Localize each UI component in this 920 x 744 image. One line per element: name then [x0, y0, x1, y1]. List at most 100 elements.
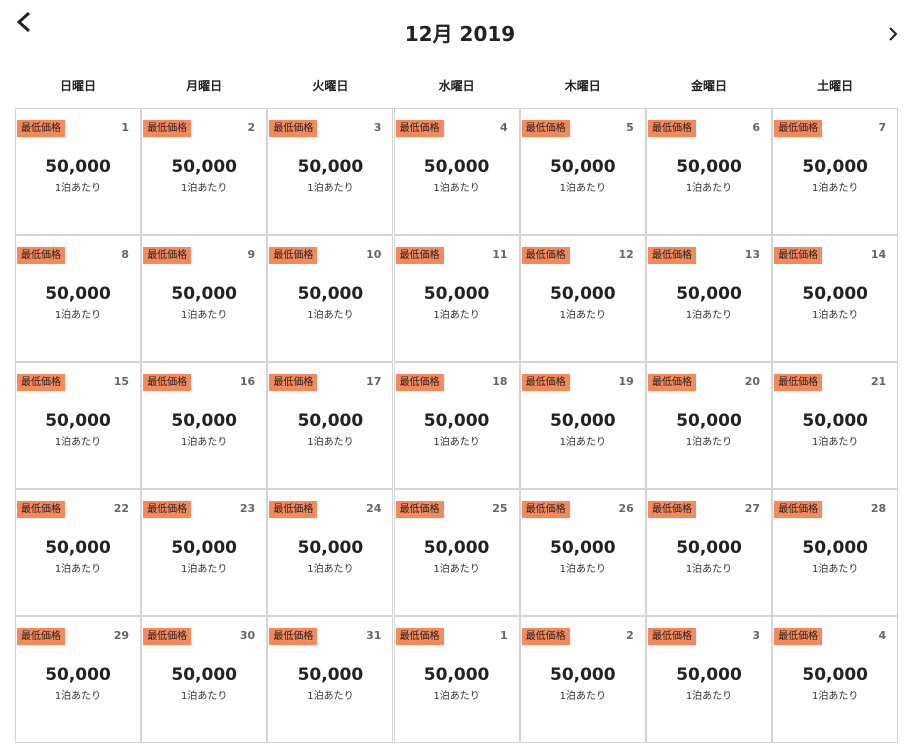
price: 50,000 [171, 411, 237, 431]
lowest-price-badge: 最低価格 [269, 628, 318, 645]
day-number: 12 [618, 248, 634, 261]
price-unit: 1泊あたり [433, 183, 480, 194]
weekday-label: 日曜日 [59, 79, 96, 93]
day-cell[interactable]: 最低価格 7 50,000 1泊あたり [772, 108, 899, 235]
lowest-price-badge: 最低価格 [521, 374, 570, 391]
price-unit: 1泊あたり [559, 183, 606, 194]
price-unit: 1泊あたり [559, 691, 606, 702]
day-cell[interactable]: 最低価格 22 50,000 1泊あたり [15, 489, 141, 616]
price-unit: 1泊あたり [812, 183, 859, 194]
day-cell[interactable]: 最低価格 31 50,000 1泊あたり [267, 616, 394, 743]
day-cell[interactable]: 最低価格 3 50,000 1泊あたり [267, 108, 394, 235]
weekday-label: 木曜日 [564, 79, 601, 93]
day-number: 7 [878, 121, 887, 134]
day-cell[interactable]: 最低価格 5 50,000 1泊あたり [519, 108, 646, 235]
weekday-label: 土曜日 [817, 79, 854, 93]
price-unit: 1泊あたり [812, 310, 859, 321]
day-number: 29 [113, 629, 129, 642]
day-cell[interactable]: 最低価格 12 50,000 1泊あたり [519, 235, 646, 362]
price: 50,000 [297, 157, 364, 177]
day-cell[interactable]: 最低価格 14 50,000 1泊あたり [772, 235, 899, 362]
weekday-label: 水曜日 [438, 79, 475, 93]
day-number: 1 [121, 121, 129, 134]
day-cell[interactable]: 最低価格 26 50,000 1泊あたり [519, 489, 646, 616]
lowest-price-badge: 最低価格 [143, 247, 192, 264]
day-cell[interactable]: 最低価格 6 50,000 1泊あたり [646, 108, 772, 235]
price-unit: 1泊あたり [433, 691, 480, 702]
day-cell[interactable]: 最低価格 4 50,000 1泊あたり [393, 108, 520, 235]
day-cell[interactable]: 最低価格 4 50,000 1泊あたり [772, 616, 899, 743]
price: 50,000 [423, 665, 490, 685]
day-cell[interactable]: 最低価格 23 50,000 1泊あたり [141, 489, 268, 616]
day-cell[interactable]: 最低価格 2 50,000 1泊あたり [519, 616, 646, 743]
day-number: 19 [618, 375, 634, 388]
day-cell[interactable]: 最低価格 30 50,000 1泊あたり [141, 616, 268, 743]
day-number: 21 [870, 375, 887, 388]
day-number: 2 [626, 629, 634, 642]
day-cell[interactable]: 最低価格 10 50,000 1泊あたり [267, 235, 394, 362]
lowest-price-badge: 最低価格 [269, 247, 318, 264]
price-unit: 1泊あたり [685, 437, 733, 448]
price-unit: 1泊あたり [181, 310, 228, 321]
day-cell[interactable]: 最低価格 8 50,000 1泊あたり [15, 235, 141, 362]
lowest-price-badge: 最低価格 [17, 374, 65, 391]
day-cell[interactable]: 最低価格 25 50,000 1泊あたり [393, 489, 520, 616]
price: 50,000 [45, 665, 111, 685]
price: 50,000 [549, 284, 616, 304]
day-cell[interactable]: 最低価格 20 50,000 1泊あたり [646, 362, 772, 489]
day-cell[interactable]: 最低価格 9 50,000 1泊あたり [141, 235, 268, 362]
day-cell[interactable]: 最低価格 16 50,000 1泊あたり [141, 362, 268, 489]
prev-button[interactable] [14, 10, 36, 34]
lowest-price-badge: 最低価格 [17, 247, 65, 264]
price-unit: 1泊あたり [307, 437, 354, 448]
price: 50,000 [802, 284, 868, 304]
day-cell[interactable]: 最低価格 18 50,000 1泊あたり [393, 362, 520, 489]
price: 50,000 [423, 538, 490, 558]
day-cell[interactable]: 最低価格 28 50,000 1泊あたり [772, 489, 899, 616]
next-button[interactable] [886, 26, 900, 42]
day-cell[interactable]: 最低価格 3 50,000 1泊あたり [646, 616, 772, 743]
price-unit: 1泊あたり [433, 564, 480, 575]
day-number: 27 [744, 502, 760, 515]
lowest-price-badge: 最低価格 [774, 120, 823, 137]
price: 50,000 [297, 665, 364, 685]
price-unit: 1泊あたり [685, 310, 733, 321]
day-number: 1 [499, 629, 508, 642]
price: 50,000 [676, 284, 742, 304]
lowest-price-badge: 最低価格 [17, 628, 65, 645]
day-cell[interactable]: 最低価格 17 50,000 1泊あたり [267, 362, 394, 489]
day-cell[interactable]: 最低価格 13 50,000 1泊あたり [646, 235, 772, 362]
day-number: 13 [744, 248, 760, 261]
price: 50,000 [676, 157, 742, 177]
day-cell[interactable]: 最低価格 27 50,000 1泊あたり [646, 489, 772, 616]
lowest-price-badge: 最低価格 [395, 120, 444, 137]
price: 50,000 [802, 411, 868, 431]
day-cell[interactable]: 最低価格 19 50,000 1泊あたり [519, 362, 646, 489]
day-cell[interactable]: 最低価格 15 50,000 1泊あたり [15, 362, 141, 489]
day-cell[interactable]: 最低価格 21 50,000 1泊あたり [772, 362, 899, 489]
day-cell[interactable]: 最低価格 1 50,000 1泊あたり [393, 616, 520, 743]
price: 50,000 [549, 411, 616, 431]
day-cell[interactable]: 最低価格 2 50,000 1泊あたり [141, 108, 268, 235]
day-cell[interactable]: 最低価格 1 50,000 1泊あたり [15, 108, 141, 235]
day-cell[interactable]: 最低価格 24 50,000 1泊あたり [267, 489, 394, 616]
price-unit: 1泊あたり [54, 310, 102, 321]
price: 50,000 [549, 157, 616, 177]
day-number: 23 [239, 502, 256, 515]
day-number: 28 [870, 502, 887, 515]
lowest-price-badge: 最低価格 [648, 374, 696, 391]
lowest-price-badge: 最低価格 [143, 501, 192, 518]
day-number: 14 [870, 248, 887, 261]
price: 50,000 [45, 411, 111, 431]
month-title: 12月 2019 [404, 22, 516, 46]
price-unit: 1泊あたり [559, 310, 606, 321]
lowest-price-badge: 最低価格 [521, 501, 570, 518]
day-cell[interactable]: 最低価格 11 50,000 1泊あたり [393, 235, 520, 362]
price-unit: 1泊あたり [812, 564, 859, 575]
lowest-price-badge: 最低価格 [774, 247, 823, 264]
price-unit: 1泊あたり [812, 437, 859, 448]
lowest-price-badge: 最低価格 [143, 628, 192, 645]
price-unit: 1泊あたり [54, 564, 102, 575]
day-cell[interactable]: 最低価格 29 50,000 1泊あたり [15, 616, 141, 743]
price: 50,000 [423, 157, 490, 177]
